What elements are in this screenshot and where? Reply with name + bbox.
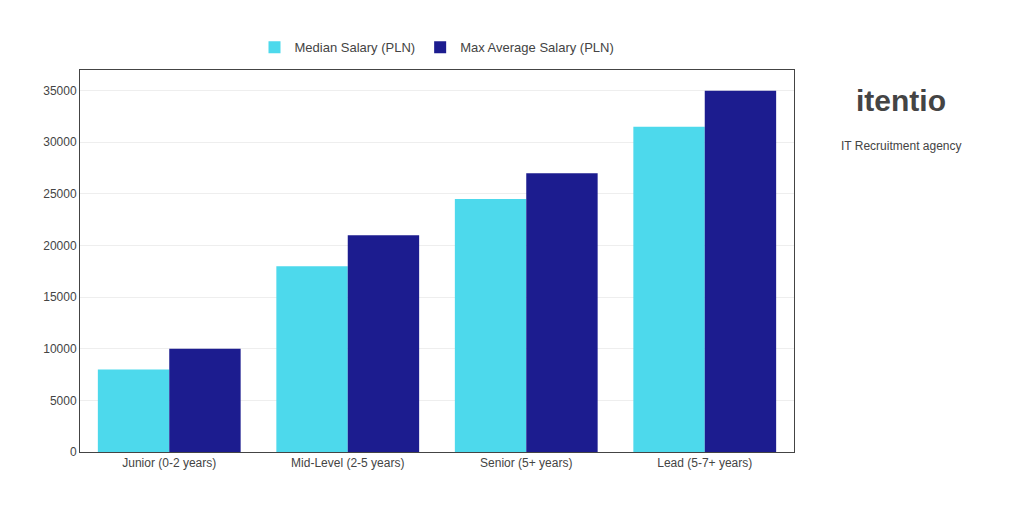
svg-text:0: 0 bbox=[70, 445, 77, 459]
svg-text:35000: 35000 bbox=[43, 84, 77, 98]
svg-text:IT Recruitment agency: IT Recruitment agency bbox=[841, 139, 962, 153]
svg-text:Junior (0-2 years): Junior (0-2 years) bbox=[122, 456, 216, 470]
svg-text:Median Salary (PLN): Median Salary (PLN) bbox=[295, 40, 416, 55]
svg-text:5000: 5000 bbox=[50, 394, 77, 408]
svg-text:20000: 20000 bbox=[43, 239, 77, 253]
svg-text:10000: 10000 bbox=[43, 342, 77, 356]
svg-text:30000: 30000 bbox=[43, 135, 77, 149]
svg-text:itentio: itentio bbox=[856, 84, 946, 117]
svg-text:Max Average Salary (PLN): Max Average Salary (PLN) bbox=[460, 40, 614, 55]
svg-text:Mid-Level (2-5 years): Mid-Level (2-5 years) bbox=[291, 456, 404, 470]
svg-text:15000: 15000 bbox=[43, 290, 77, 304]
svg-text:Lead (5-7+ years): Lead (5-7+ years) bbox=[657, 456, 752, 470]
svg-text:Senior (5+ years): Senior (5+ years) bbox=[480, 456, 572, 470]
svg-text:25000: 25000 bbox=[43, 187, 77, 201]
